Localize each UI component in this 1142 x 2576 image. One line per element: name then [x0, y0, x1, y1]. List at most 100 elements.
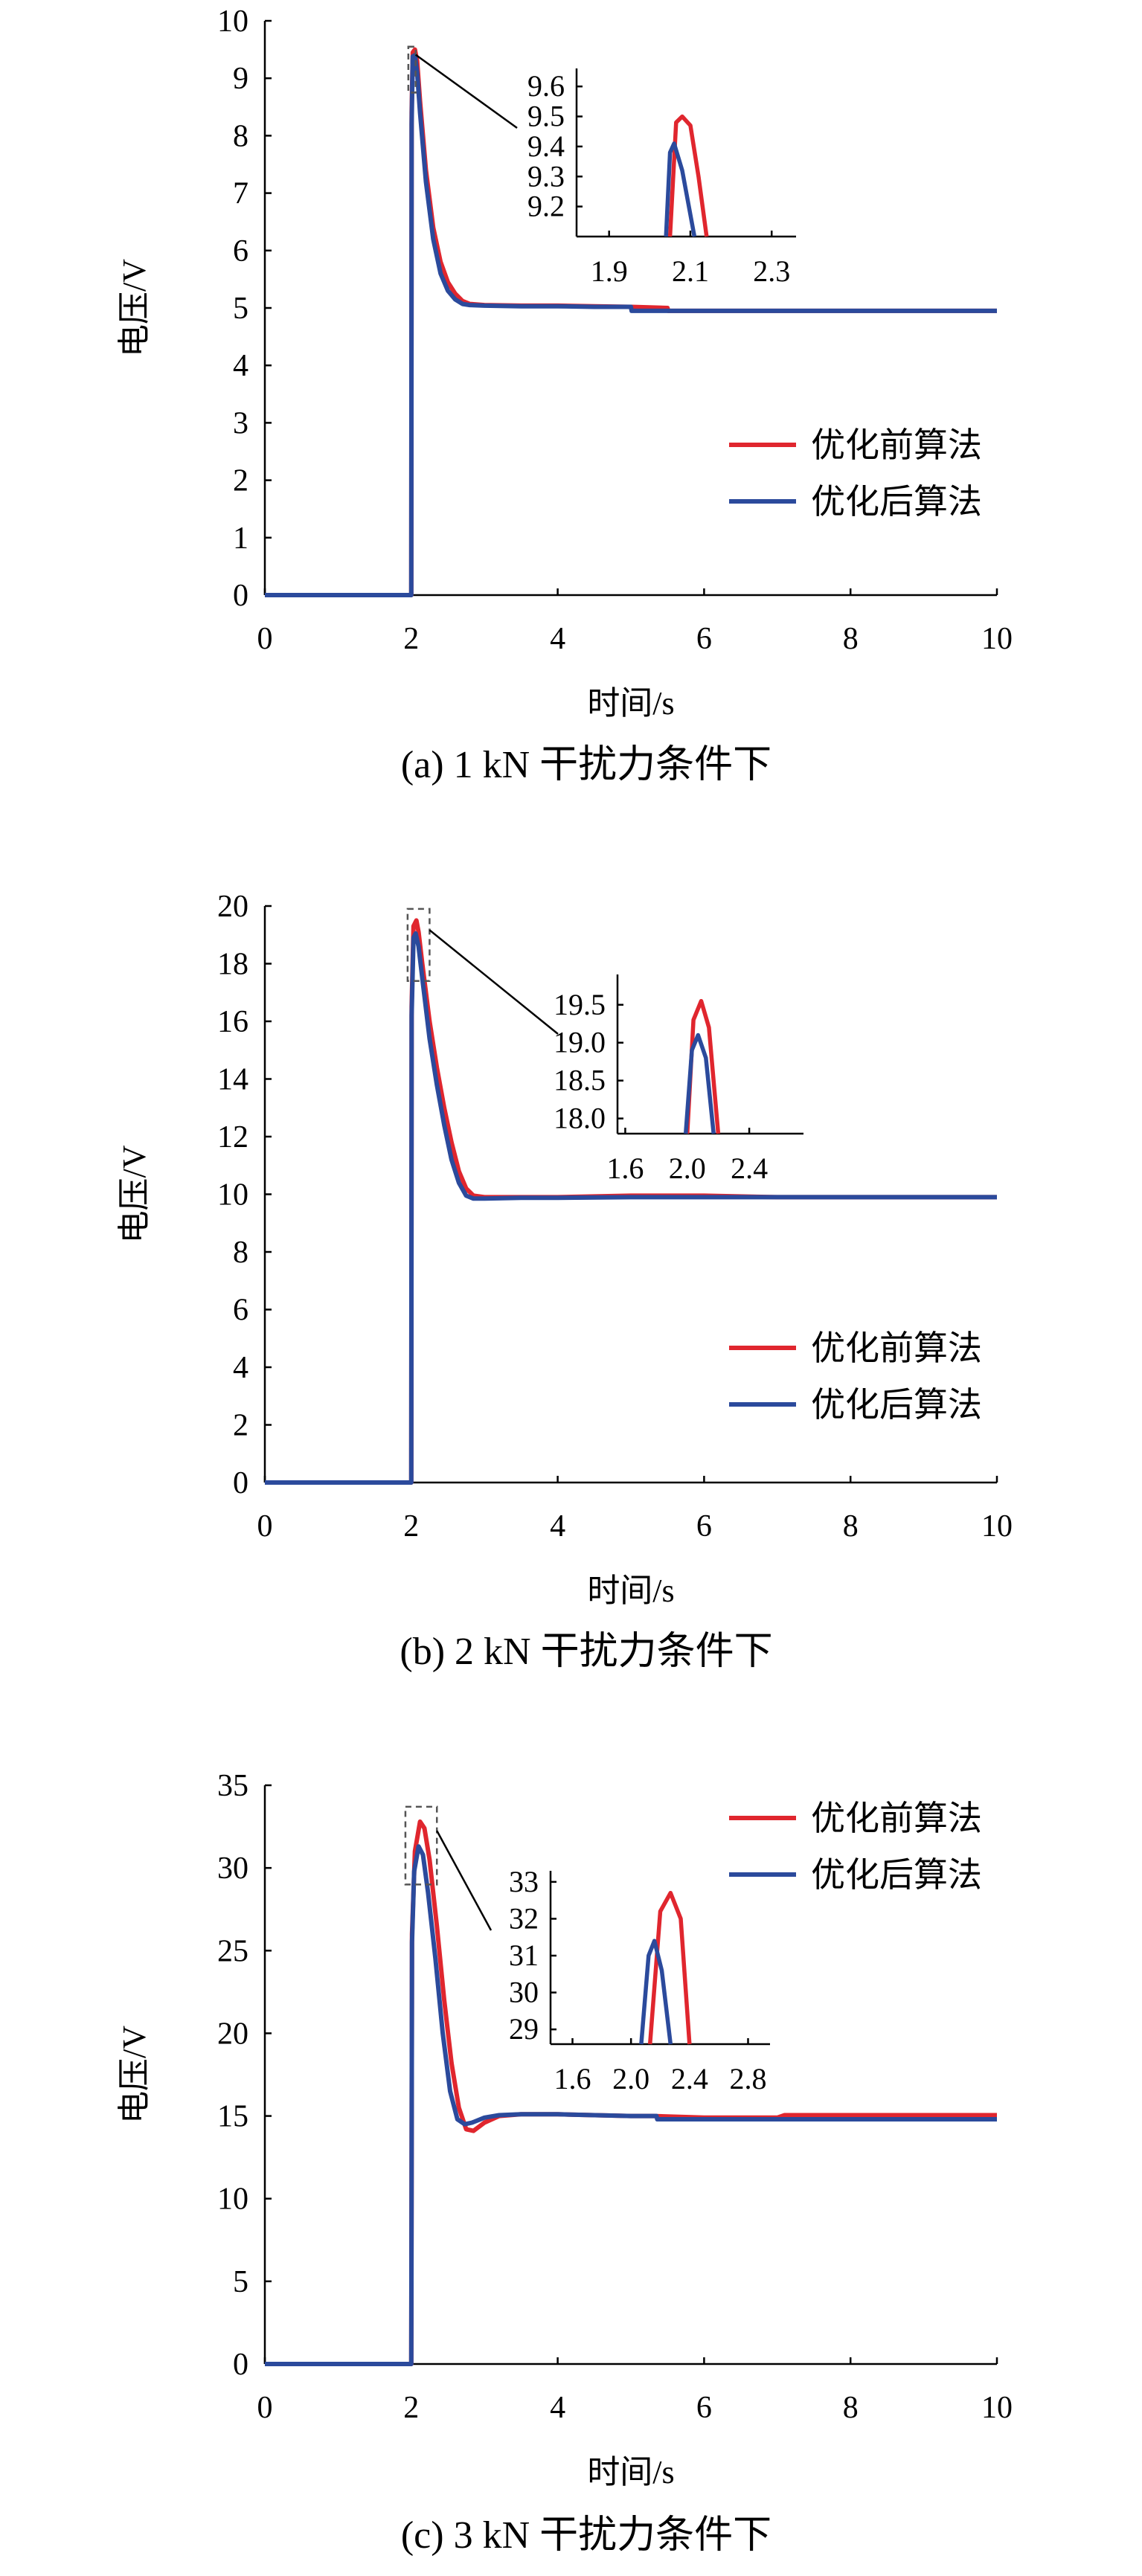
y-tick-label: 15 [217, 2100, 248, 2134]
y-tick-label: 8 [233, 1236, 248, 1270]
zoom-box [406, 908, 431, 982]
inset-y-tick-label: 31 [509, 1939, 539, 1972]
x-tick-label: 0 [257, 622, 273, 656]
inset-x-tick-label: 2.1 [672, 254, 709, 288]
inset-y-tick-label: 29 [509, 2012, 539, 2046]
zoom-box [407, 45, 417, 94]
zoom-leader-line [414, 54, 518, 129]
x-tick-label: 10 [981, 622, 1013, 656]
zoom-box [404, 1805, 438, 1886]
inset-chart: 1.6 2.0 2.4 18.0 18.5 19.0 19.5 [554, 974, 803, 1185]
inset-y-tick-label: 9.2 [527, 190, 565, 223]
x-axis-label: 时间/s [587, 2454, 674, 2490]
legend-label: 优化前算法 [811, 426, 982, 464]
x-tick-label: 4 [550, 1509, 565, 1544]
inset-series-line-after [664, 141, 697, 237]
series-line-after [265, 931, 997, 1485]
series-line-after [265, 1844, 997, 2366]
x-tick-label: 10 [981, 1509, 1013, 1544]
inset-y-tick-label: 9.3 [527, 159, 565, 193]
legend-label: 优化后算法 [811, 1386, 982, 1424]
y-tick-label: 35 [217, 1769, 248, 1803]
y-tick-label: 10 [217, 1178, 248, 1212]
inset-y-tick-label: 33 [509, 1865, 539, 1898]
y-tick-label: 1 [233, 521, 248, 556]
y-axis-label: 电压/V [116, 259, 153, 357]
y-tick-label: 10 [217, 2182, 248, 2217]
series-line-after [265, 53, 997, 597]
y-tick-label: 20 [217, 890, 248, 924]
y-tick-label: 0 [233, 1466, 248, 1500]
inset-x-tick-label: 1.6 [606, 1152, 644, 1185]
x-tick-label: 2 [403, 1509, 419, 1544]
y-tick-label: 7 [233, 177, 248, 211]
x-tick-label: 6 [696, 2391, 712, 2425]
inset-y-tick-label: 19.0 [554, 1026, 606, 1059]
inset-x-tick-label: 2.3 [753, 254, 790, 288]
chart-caption: (a) 1 kN 干扰力条件下 [401, 744, 772, 786]
x-axis-label: 时间/s [587, 685, 674, 722]
x-tick-label: 4 [550, 2391, 565, 2425]
y-tick-label: 9 [233, 62, 248, 96]
y-tick-label: 6 [233, 234, 248, 269]
inset-series-line-after [683, 1032, 716, 1134]
inset-x-tick-label: 2.8 [730, 2062, 767, 2095]
y-tick-label: 8 [233, 119, 248, 153]
x-axis-label: 时间/s [587, 1573, 674, 1609]
inset-y-tick-label: 18.5 [554, 1064, 606, 1097]
y-tick-label: 20 [217, 2017, 248, 2051]
x-tick-label: 2 [403, 622, 419, 656]
x-tick-label: 8 [843, 2391, 859, 2425]
inset-y-tick-label: 19.5 [554, 988, 606, 1021]
chart-caption: (c) 3 kN 干扰力条件下 [401, 2514, 772, 2557]
zoom-leader-line [429, 929, 559, 1035]
y-tick-label: 4 [233, 1351, 248, 1385]
inset-x-tick-label: 2.4 [731, 1152, 768, 1185]
y-tick-label: 16 [217, 1005, 248, 1039]
inset-y-tick-label: 32 [509, 1901, 539, 1935]
y-tick-label: 6 [233, 1294, 248, 1328]
y-tick-label: 4 [233, 349, 248, 383]
x-tick-label: 6 [696, 622, 712, 656]
x-tick-label: 4 [550, 622, 565, 656]
inset-y-tick-label: 9.4 [527, 129, 565, 163]
x-tick-label: 10 [981, 2391, 1013, 2425]
zoom-leader-line [436, 1830, 493, 1931]
y-tick-label: 5 [233, 2265, 248, 2299]
y-tick-label: 5 [233, 292, 248, 326]
y-tick-label: 25 [217, 1934, 248, 1968]
inset-chart: 1.9 2.1 2.3 9.29.39.49.59.6 [527, 68, 796, 288]
chart-b: 0 2 4 6 8 10 0 2 4 6 8 10 12 14 16 18 20 时间/s 电压/V 优化前算法优化后… [116, 890, 1013, 1673]
x-tick-label: 0 [257, 1509, 273, 1544]
y-tick-label: 10 [217, 4, 248, 39]
inset-x-tick-label: 2.4 [671, 2062, 708, 2095]
y-tick-label: 12 [217, 1120, 248, 1154]
x-tick-label: 6 [696, 1509, 712, 1544]
chart-caption: (b) 2 kN 干扰力条件下 [400, 1631, 772, 1673]
y-tick-label: 2 [233, 464, 248, 498]
inset-x-tick-label: 1.9 [591, 254, 628, 288]
inset-x-tick-label: 2.0 [612, 2062, 649, 2095]
y-tick-label: 0 [233, 2348, 248, 2382]
inset-y-tick-label: 9.6 [527, 69, 565, 103]
legend-label: 优化后算法 [811, 483, 982, 521]
inset-x-tick-label: 1.6 [554, 2062, 591, 2095]
y-tick-label: 18 [217, 948, 248, 982]
y-tick-label: 14 [217, 1063, 248, 1097]
legend-label: 优化前算法 [811, 1329, 982, 1367]
inset-series-line-after [639, 1939, 673, 2045]
y-axis-label: 电压/V [116, 1145, 153, 1243]
inset-y-tick-label: 30 [509, 1976, 539, 2009]
inset-y-tick-label: 18.0 [554, 1102, 606, 1135]
inset-series-line-before [667, 114, 709, 237]
y-tick-label: 3 [233, 406, 248, 440]
y-tick-label: 30 [217, 1851, 248, 1886]
y-tick-label: 0 [233, 579, 248, 613]
y-axis-label: 电压/V [116, 2026, 153, 2124]
inset-y-tick-label: 9.5 [527, 100, 565, 133]
x-tick-label: 8 [843, 622, 859, 656]
legend-label: 优化前算法 [811, 1799, 982, 1837]
